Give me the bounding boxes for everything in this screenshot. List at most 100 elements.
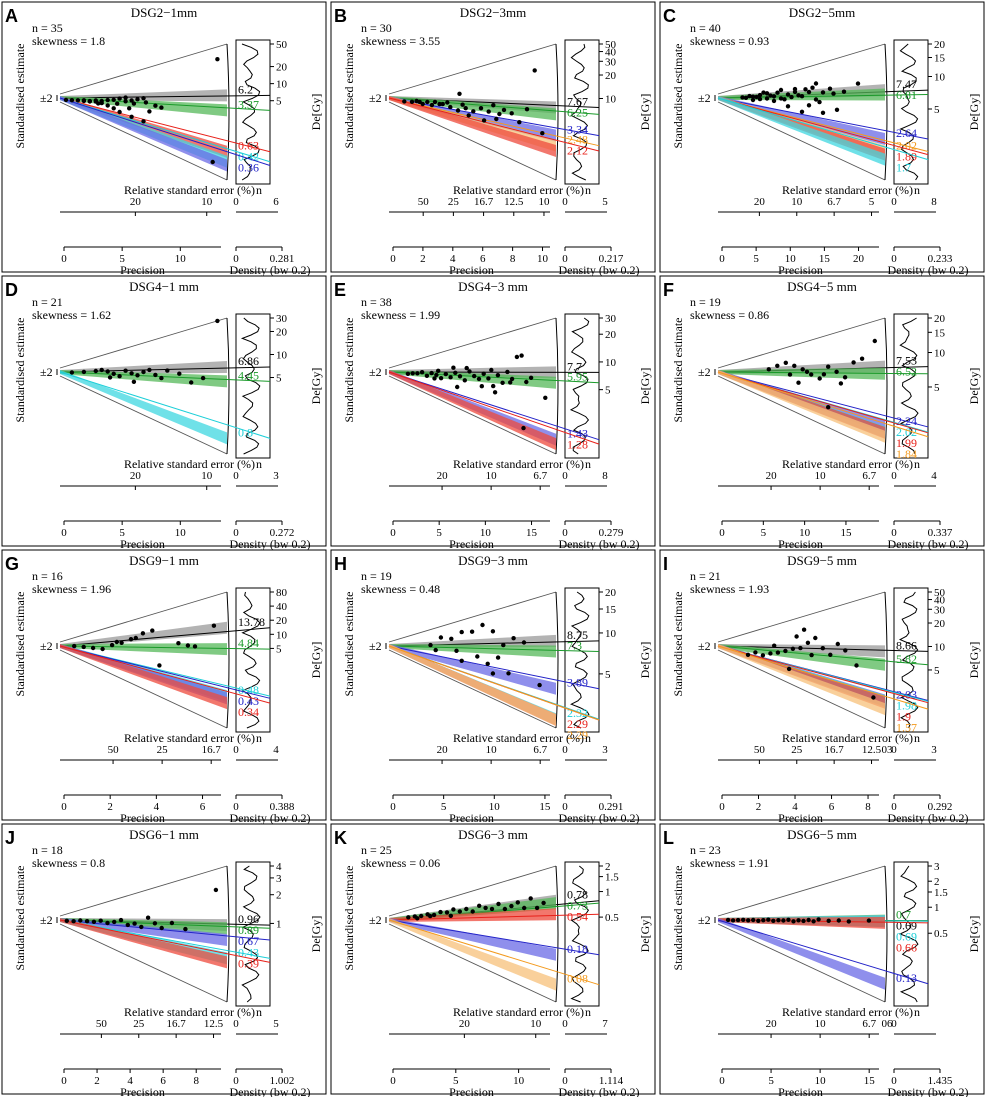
- rse-tick-label: 16.7: [474, 196, 494, 208]
- series-line-orange: [388, 645, 600, 721]
- precision-tick-label: 6: [480, 253, 486, 265]
- data-point: [771, 98, 777, 104]
- precision-tick-label: 0: [61, 527, 67, 539]
- n-label: n = 40: [690, 21, 721, 35]
- data-point: [821, 372, 827, 377]
- precision-tick-label: 10: [489, 801, 501, 813]
- precision-tick-label: 0: [61, 1075, 67, 1087]
- n-label: n = 35: [32, 21, 63, 35]
- precision-axis-label: Precision: [120, 263, 165, 277]
- data-point: [415, 916, 420, 921]
- n-tick-label: 7: [602, 1018, 608, 1030]
- data-point: [185, 643, 191, 648]
- precision-axis-label: Precision: [778, 811, 823, 825]
- z-label: ±2: [40, 365, 53, 379]
- rse-tick-label: 6.7: [862, 470, 876, 482]
- data-point: [125, 922, 130, 928]
- data-point: [782, 97, 787, 102]
- series-value-label: 5.82: [896, 652, 917, 666]
- data-point: [143, 100, 149, 105]
- precision-tick-label: 5: [441, 801, 447, 813]
- data-point: [81, 369, 87, 375]
- panel-title: DSG9−3 mm: [458, 553, 528, 568]
- data-point: [141, 119, 146, 124]
- rse-tick-label: 16.7: [202, 744, 222, 756]
- series-line-red: [388, 371, 600, 445]
- data-point: [189, 380, 194, 385]
- data-point: [69, 370, 75, 375]
- density-tick-label: 0: [891, 801, 897, 813]
- density-axis-label: Density (bw 0.2): [230, 263, 311, 277]
- series-value-label: 1.99: [896, 436, 917, 450]
- de-tick-label: 10: [605, 628, 617, 640]
- series-band-green: [718, 644, 885, 671]
- series-line-blue: [388, 645, 600, 690]
- series-value-label: 2.29: [567, 728, 588, 742]
- data-point: [502, 906, 508, 912]
- radial-arc: [884, 865, 888, 1003]
- panel-letter: I: [663, 554, 668, 574]
- data-point: [444, 910, 450, 915]
- n-axis-label: n: [585, 731, 591, 745]
- rse-tick-label: 10: [530, 1018, 542, 1030]
- de-tick-label: 0.5: [934, 928, 948, 940]
- frame-line-bottom: [388, 375, 557, 455]
- n-tick-label: 0: [891, 744, 897, 756]
- precision-axis-label: Precision: [778, 1085, 823, 1097]
- precision-tick-label: 5: [753, 253, 759, 265]
- data-point: [464, 906, 469, 912]
- frame-line-top: [59, 43, 228, 95]
- data-point: [534, 905, 540, 911]
- data-point: [105, 920, 110, 926]
- precision-tick-label: 0: [719, 801, 725, 813]
- frame-line-bottom: [717, 375, 886, 455]
- data-point: [105, 97, 110, 103]
- series-value-label: 1.7: [896, 161, 911, 175]
- series-line-red: [59, 919, 271, 963]
- data-point: [135, 373, 140, 378]
- density-axis-label: Density (bw 0.2): [559, 263, 640, 277]
- precision-tick-label: 0: [719, 1075, 725, 1087]
- data-point: [87, 99, 93, 104]
- data-point: [826, 405, 831, 410]
- n-tick-label: 8: [931, 196, 937, 208]
- series-band-red: [389, 96, 556, 157]
- data-point: [419, 913, 424, 919]
- de-tick-label: 30: [605, 313, 617, 325]
- panel-title: DSG6−5 mm: [787, 827, 857, 842]
- n-tick-label: 3: [602, 744, 608, 756]
- precision-tick-label: 0: [390, 1075, 396, 1087]
- series-value-label: 0.48: [238, 683, 259, 697]
- density-curve: [241, 43, 261, 181]
- data-point: [827, 86, 833, 91]
- data-point: [455, 108, 461, 113]
- series-value-label: 1.9: [896, 709, 911, 723]
- data-point: [831, 91, 836, 96]
- radial-arc: [226, 865, 230, 1003]
- n-tick-label: 0: [562, 1018, 568, 1030]
- data-point: [433, 647, 438, 653]
- rse-tick-label: 50: [96, 1018, 108, 1030]
- data-point: [521, 425, 526, 431]
- precision-tick-label: 5: [119, 253, 125, 265]
- n-tick-label: 3: [273, 470, 279, 482]
- y-axis-label: Standardised estimate: [13, 318, 27, 423]
- n-label: n = 30: [361, 21, 392, 35]
- de-tick-label: 10: [605, 93, 617, 105]
- de-tick-label: 30: [934, 604, 946, 616]
- data-point: [424, 373, 430, 378]
- de-tick-label: 10: [276, 629, 288, 641]
- data-point: [491, 383, 496, 389]
- n-tick-label: 0: [891, 196, 897, 208]
- series-line-green: [388, 371, 600, 384]
- data-point: [470, 909, 475, 914]
- de-tick-label: 15: [605, 604, 617, 616]
- de-tick-label: 5: [934, 104, 940, 116]
- data-point: [419, 370, 425, 375]
- frame-line-bottom: [388, 923, 557, 1003]
- panel-frame: [1, 823, 327, 1095]
- precision-tick-label: 15: [864, 1075, 876, 1087]
- precision-tick-label: 0: [61, 801, 67, 813]
- series-value-label: 1.43: [567, 427, 588, 441]
